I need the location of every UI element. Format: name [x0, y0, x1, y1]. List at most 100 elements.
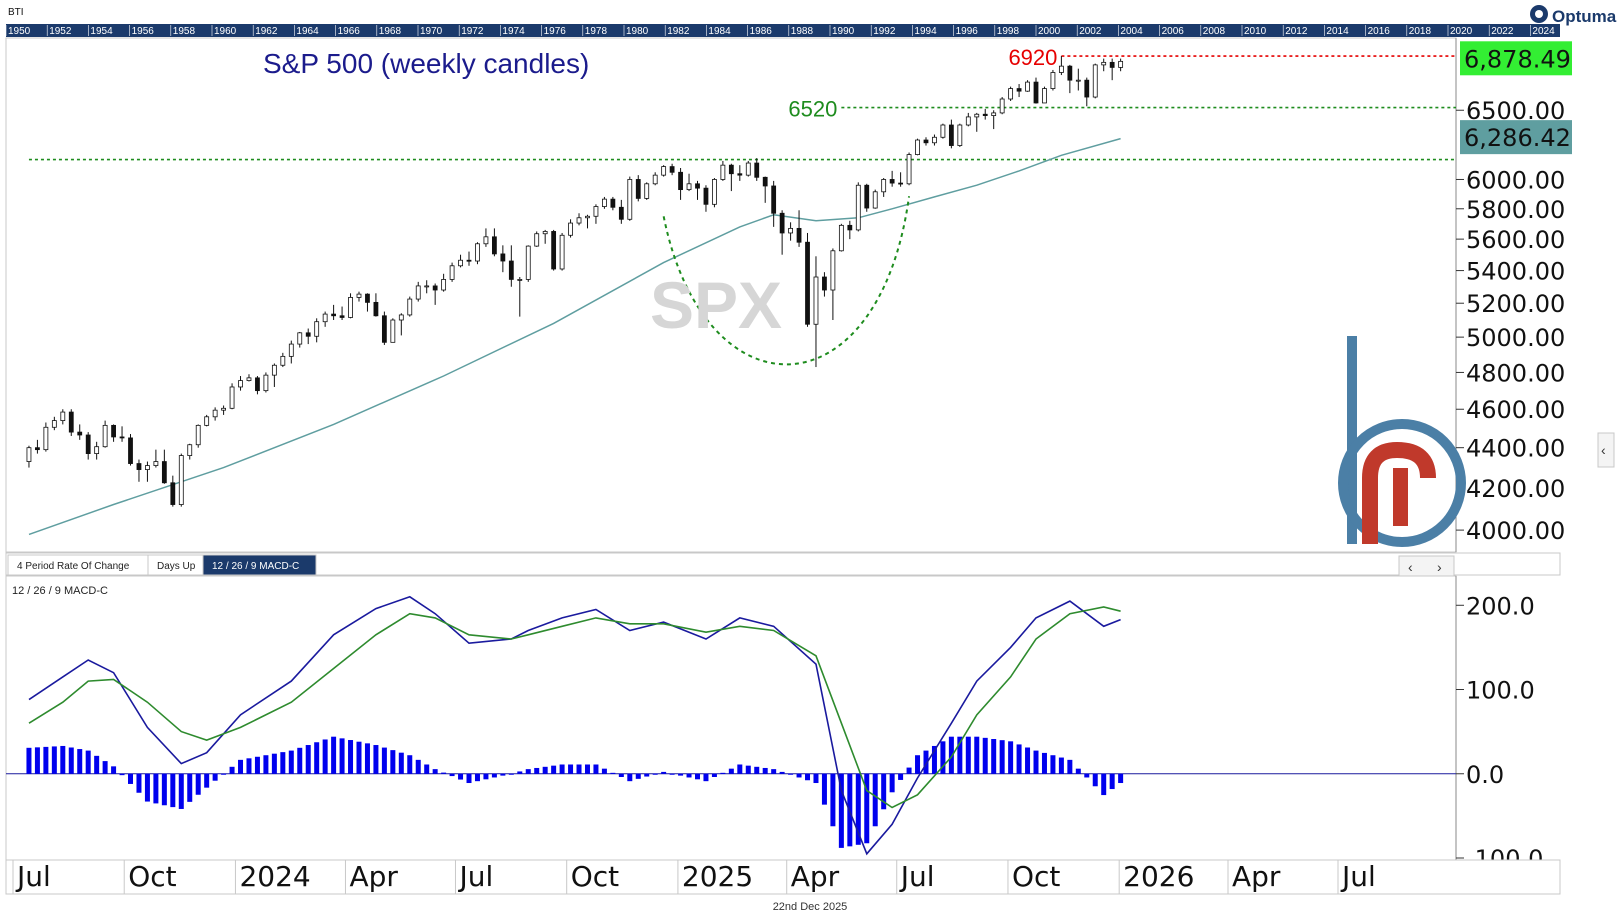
watermark: SPX: [650, 268, 782, 342]
histogram-bar: [889, 773, 895, 793]
candle: [305, 332, 311, 337]
histogram-bar: [1050, 755, 1056, 774]
candle: [957, 124, 963, 146]
histogram-bar: [915, 755, 921, 774]
candle: [805, 241, 810, 325]
candle: [221, 407, 226, 411]
timeline-bar[interactable]: [6, 24, 1560, 37]
histogram-bar: [288, 750, 294, 774]
timeline-year: 2004: [1120, 26, 1143, 37]
histogram-bar: [1101, 773, 1107, 796]
histogram-bar: [221, 773, 227, 775]
candle: [593, 206, 599, 217]
candle: [51, 420, 57, 428]
histogram-bar: [576, 764, 582, 774]
histogram-bar: [678, 773, 684, 776]
histogram-bar: [238, 759, 244, 774]
candle: [669, 166, 675, 173]
candle: [1118, 60, 1124, 68]
candle: [441, 279, 447, 291]
candle: [280, 355, 286, 366]
histogram-bar: [339, 738, 345, 774]
histogram-bar: [948, 736, 954, 774]
histogram-bar: [170, 773, 176, 808]
histogram-bar: [1008, 741, 1014, 774]
candle: [331, 313, 337, 317]
candle: [26, 447, 32, 462]
candle: [864, 184, 870, 209]
candle: [161, 461, 167, 484]
brand-watermark-logo: [1338, 336, 1466, 547]
candle: [703, 187, 709, 205]
tab-label: 12 / 26 / 9 MACD-C: [212, 561, 299, 572]
date-footer: 22nd Dec 2025: [773, 901, 848, 913]
candle: [542, 231, 548, 235]
candle: [525, 245, 531, 280]
candle: [483, 236, 489, 245]
timeline-year: 1988: [791, 26, 814, 37]
macd-y-tick-label: 200.0: [1466, 592, 1535, 620]
histogram-bar: [534, 767, 540, 774]
candle: [585, 215, 590, 219]
histogram-bar: [661, 771, 667, 774]
candle: [932, 136, 937, 144]
y-tick-label: 4000.00: [1466, 517, 1565, 545]
histogram-bar: [102, 761, 108, 774]
timeline-year: 1982: [667, 26, 690, 37]
histogram-bar: [390, 750, 396, 774]
candle: [830, 250, 836, 291]
scroll-right-icon[interactable]: ›: [1437, 559, 1442, 575]
candle: [322, 313, 328, 323]
histogram-bar: [466, 773, 472, 784]
candle: [60, 411, 66, 421]
indicator-tabs: 4 Period Rate Of Change Days Up 12 / 26 / …: [7, 554, 317, 576]
ma-price-tag: [1460, 120, 1572, 155]
histogram-bar: [229, 766, 235, 774]
candle: [695, 183, 700, 189]
cup-pattern-arc: [662, 196, 911, 366]
histogram-bar: [373, 745, 379, 774]
histogram-bar: [178, 773, 184, 809]
candle: [356, 293, 362, 298]
histogram-bar: [991, 739, 997, 774]
candle: [906, 154, 912, 185]
candle: [991, 112, 997, 116]
candle: [365, 293, 370, 303]
candle: [678, 171, 683, 191]
histogram-bar: [119, 773, 125, 776]
candle: [771, 185, 777, 214]
timeline-year: 2000: [1038, 26, 1061, 37]
candle: [348, 297, 353, 318]
histogram-bar: [686, 773, 692, 778]
scroll-left-icon[interactable]: ‹: [1408, 559, 1413, 575]
timeline-year: 2022: [1491, 26, 1514, 37]
candle: [644, 183, 650, 199]
indicator-tab-bar: [5, 552, 1561, 576]
y-tick-label: 6000.00: [1466, 166, 1565, 194]
histogram-bar: [940, 741, 946, 774]
level-label: 6520: [788, 97, 837, 122]
candle: [898, 182, 904, 185]
timeline-year: 2024: [1532, 26, 1555, 37]
x-tick-label: Oct: [128, 860, 176, 893]
y-tick-label: 5200.00: [1466, 290, 1565, 318]
histogram-bar: [1109, 773, 1115, 790]
candle: [178, 455, 184, 505]
tab-2[interactable]: [202, 554, 317, 576]
timeline-year: 2020: [1450, 26, 1473, 37]
histogram-bar: [982, 737, 988, 774]
side-panel-handle[interactable]: [1597, 432, 1615, 468]
candle: [187, 444, 193, 456]
histogram-bar: [424, 764, 430, 774]
histogram-bar: [271, 753, 277, 774]
candle: [923, 139, 929, 144]
candle: [1033, 81, 1039, 104]
candle: [762, 176, 768, 187]
candle: [889, 179, 895, 184]
histogram-bar: [1016, 744, 1022, 774]
histogram-bar: [559, 764, 565, 774]
candle: [271, 364, 277, 376]
x-axis-frame: [5, 859, 1561, 895]
histogram-bar: [644, 773, 650, 777]
last-price-label: 6,878.49: [1464, 45, 1571, 73]
